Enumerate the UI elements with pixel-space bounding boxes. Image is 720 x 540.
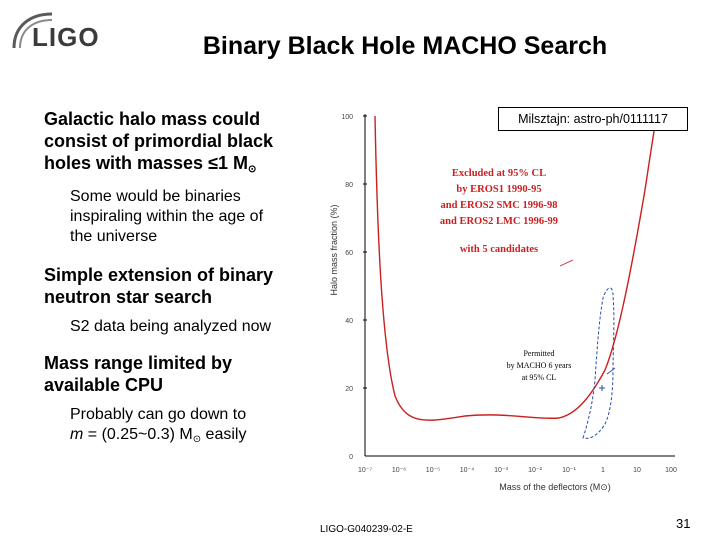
mass-range-end: easily bbox=[201, 426, 247, 443]
bullet-1-sub: Some would be binaries inspiraling withi… bbox=[70, 187, 263, 247]
x-tick-100: 100 bbox=[665, 467, 677, 474]
y-axis-label: Halo mass fraction (%) bbox=[329, 204, 339, 295]
mass-range-text: = (0.25~0.3) M bbox=[83, 426, 193, 443]
bullet-1-line-3: holes with masses ≤1 M⊙ bbox=[44, 152, 273, 181]
bullet-3-sub: Probably can go down to m = (0.25~0.3) M… bbox=[70, 405, 246, 450]
bullet-3-sub-line-2: m = (0.25~0.3) M⊙ easily bbox=[70, 425, 246, 450]
page-number: 31 bbox=[676, 516, 691, 531]
logo-arc-icon bbox=[12, 12, 53, 49]
excluded-line-3: and EROS2 SMC 1996-98 bbox=[441, 200, 558, 211]
permitted-line-1: Permitted bbox=[523, 349, 554, 358]
bullet-3-sub-line-1: Probably can go down to bbox=[70, 406, 247, 423]
exclusion-plot: 100 80 60 40 20 0 Halo mass fraction (%)… bbox=[329, 113, 677, 492]
solar-mass-symbol: ⊙ bbox=[247, 164, 257, 175]
y-tick-40: 40 bbox=[345, 318, 353, 325]
bullet-3-line-2: available CPU bbox=[44, 375, 164, 395]
x-tick-1e-2: 10⁻² bbox=[528, 467, 542, 474]
bullet-1-line-3-text: holes with masses ≤1 M bbox=[44, 153, 248, 173]
excluded-line-5: with 5 candidates bbox=[460, 244, 538, 255]
bullet-3-line-1: Mass range limited by bbox=[44, 353, 233, 373]
bullet-3: Mass range limited by available CPU bbox=[44, 352, 232, 396]
solar-mass-symbol-2: ⊙ bbox=[192, 434, 202, 445]
permitted-best-fit-marker bbox=[599, 385, 605, 391]
excluded-line-1: Excluded at 95% CL bbox=[452, 168, 546, 179]
excluded-line-2: by EROS1 1990-95 bbox=[456, 184, 541, 195]
y-tick-100: 100 bbox=[341, 114, 353, 121]
y-tick-80: 80 bbox=[345, 182, 353, 189]
bullet-1-sub-line-2: inspiraling within the age of bbox=[70, 208, 264, 225]
y-tick-60: 60 bbox=[345, 250, 353, 257]
citation-text: Milsztajn: astro-ph/0111117 bbox=[518, 112, 668, 126]
bullet-2-sub: S2 data being analyzed now bbox=[70, 317, 271, 337]
x-tick-10: 10 bbox=[633, 467, 641, 474]
footer-doc-id: LIGO-G040239-02-E bbox=[320, 524, 413, 535]
x-tick-1e-7: 10⁻⁷ bbox=[358, 467, 372, 474]
permitted-line-3: at 95% CL bbox=[522, 373, 557, 382]
excluded-region-curve bbox=[374, 113, 658, 421]
excluded-legend-line bbox=[559, 259, 574, 267]
x-axis-label: Mass of the deflectors (M⊙) bbox=[499, 482, 611, 492]
bullet-1-sub-line-1: Some would be binaries bbox=[70, 188, 241, 205]
permitted-line-2: by MACHO 6 years bbox=[507, 361, 572, 370]
bullet-2-sub-line-1: S2 data being analyzed now bbox=[70, 318, 272, 335]
logo-text: LIGO bbox=[32, 22, 100, 52]
x-tick-1e-1: 10⁻¹ bbox=[562, 467, 576, 474]
ligo-logo: LIGO bbox=[8, 8, 118, 56]
bullet-2: Simple extension of binary neutron star … bbox=[44, 264, 273, 308]
x-tick-1e-6: 10⁻⁶ bbox=[392, 467, 406, 474]
y-tick-20: 20 bbox=[345, 386, 353, 393]
x-tick-1e-5: 10⁻⁵ bbox=[426, 467, 440, 474]
bullet-1-line-1: Galactic halo mass could bbox=[44, 109, 261, 129]
y-ticks bbox=[363, 115, 367, 389]
bullet-2-line-1: Simple extension of binary bbox=[44, 265, 274, 285]
mass-symbol: m bbox=[70, 426, 84, 443]
excluded-line-4: and EROS2 LMC 1996-99 bbox=[440, 216, 558, 227]
permitted-region-contour bbox=[582, 287, 615, 439]
y-tick-0: 0 bbox=[349, 454, 353, 461]
slide-title: Binary Black Hole MACHO Search bbox=[202, 32, 608, 60]
citation-box: Milsztajn: astro-ph/0111117 bbox=[498, 107, 688, 131]
bullet-1: Galactic halo mass could consist of prim… bbox=[44, 108, 273, 181]
x-tick-1: 1 bbox=[601, 467, 605, 474]
bullet-1-sub-line-3: the universe bbox=[70, 228, 158, 245]
bullet-1-line-2: consist of primordial black bbox=[44, 131, 274, 151]
permitted-pointer bbox=[606, 367, 616, 375]
excluded-annotation: Excluded at 95% CL by EROS1 1990-95 and … bbox=[440, 168, 558, 255]
permitted-annotation: Permitted by MACHO 6 years at 95% CL bbox=[507, 349, 572, 382]
x-tick-1e-4: 10⁻⁴ bbox=[460, 467, 475, 474]
bullet-2-line-2: neutron star search bbox=[44, 287, 213, 307]
x-tick-1e-3: 10⁻³ bbox=[494, 467, 508, 474]
